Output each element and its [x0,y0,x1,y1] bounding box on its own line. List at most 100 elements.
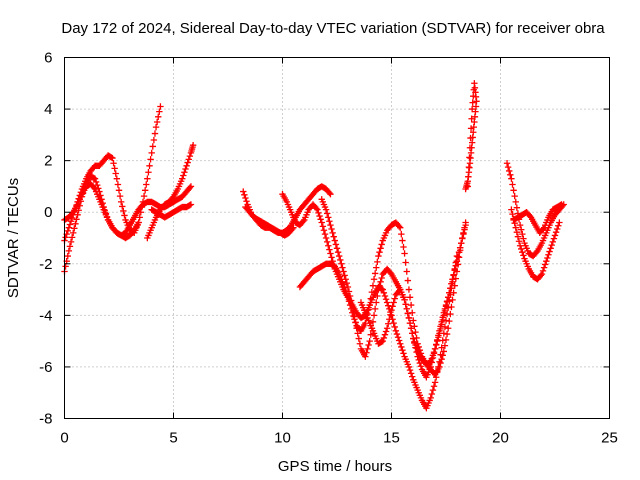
data-point [394,334,402,341]
data-point [400,243,407,251]
data-point [549,238,557,246]
data-point [548,241,555,249]
data-point [411,339,418,347]
data-point [506,167,513,175]
data-point [443,330,451,338]
data-point [438,344,445,351]
data-point [509,210,516,218]
data-point [545,251,552,258]
data-point [157,103,164,110]
data-point [368,288,376,296]
data-point [385,320,392,327]
data-point [556,219,563,226]
data-point [91,175,99,182]
x-tick-label: 5 [169,430,177,447]
data-point [410,335,417,342]
data-point [390,319,397,327]
data-point [395,337,403,344]
data-point [314,206,321,213]
data-point [381,331,389,338]
data-point [399,346,406,354]
data-point [342,276,349,283]
data-point [327,250,334,257]
data-point [407,325,415,332]
data-point [400,350,407,357]
data-point [327,190,334,198]
data-point [412,344,419,351]
grid-lines [64,57,610,419]
data-point [446,317,453,325]
data-point [454,253,462,260]
data-point [318,219,325,226]
data-point [243,198,250,205]
data-point [404,277,412,284]
data-point [406,319,414,327]
data-point [436,363,443,371]
data-point [509,181,516,188]
data-point [401,296,408,304]
data-point [455,248,463,256]
data-point [516,242,524,249]
series-track-8 [279,190,461,412]
series-track-14 [508,206,563,283]
data-point [510,187,517,194]
data-point [398,343,405,351]
data-point [446,289,453,296]
data-point [539,225,547,233]
data-point [112,170,119,177]
data-point [406,294,414,301]
data-point [323,238,331,246]
y-tick-label: -4 [39,307,52,324]
data-point [94,181,101,189]
data-point [378,241,385,248]
data-point [380,289,388,296]
data-point [402,259,409,266]
data-point [369,318,377,326]
data-point [382,328,390,335]
data-point [152,123,160,131]
x-tick-label: 20 [492,430,509,447]
data-point [468,115,475,122]
data-point [441,305,449,313]
data-point [114,181,122,188]
data-point [461,224,468,231]
data-point [351,313,358,320]
data-point [444,325,452,332]
data-point [148,149,155,157]
data-point [363,349,370,356]
data-point [370,312,378,319]
data-point [383,299,391,306]
data-point [450,271,457,278]
data-point [344,283,352,291]
data-point [186,152,194,160]
data-point [538,270,546,278]
y-axis-label: SDTVAR / TECUs [5,178,22,298]
data-point [441,342,449,349]
data-point [447,285,454,292]
data-point [413,348,420,356]
data-point [507,171,514,179]
data-point [366,337,373,345]
data-point [403,268,410,275]
data-point [431,345,439,353]
x-tick-label: 25 [601,430,618,447]
data-point [429,354,437,362]
data-point [374,292,381,300]
data-point [447,310,454,318]
data-point [451,282,458,289]
data-point [547,245,554,252]
data-point [540,264,548,271]
y-tick-label: 4 [44,101,52,118]
data-point [380,334,388,342]
data-point [442,301,450,309]
data-point [430,350,438,357]
data-point [415,356,422,364]
data-point [370,276,378,283]
data-point [378,274,385,282]
data-point [337,256,344,264]
data-point [333,245,341,252]
data-point [541,261,549,268]
data-point [330,233,337,240]
data-point [414,353,421,360]
data-point [428,359,436,366]
